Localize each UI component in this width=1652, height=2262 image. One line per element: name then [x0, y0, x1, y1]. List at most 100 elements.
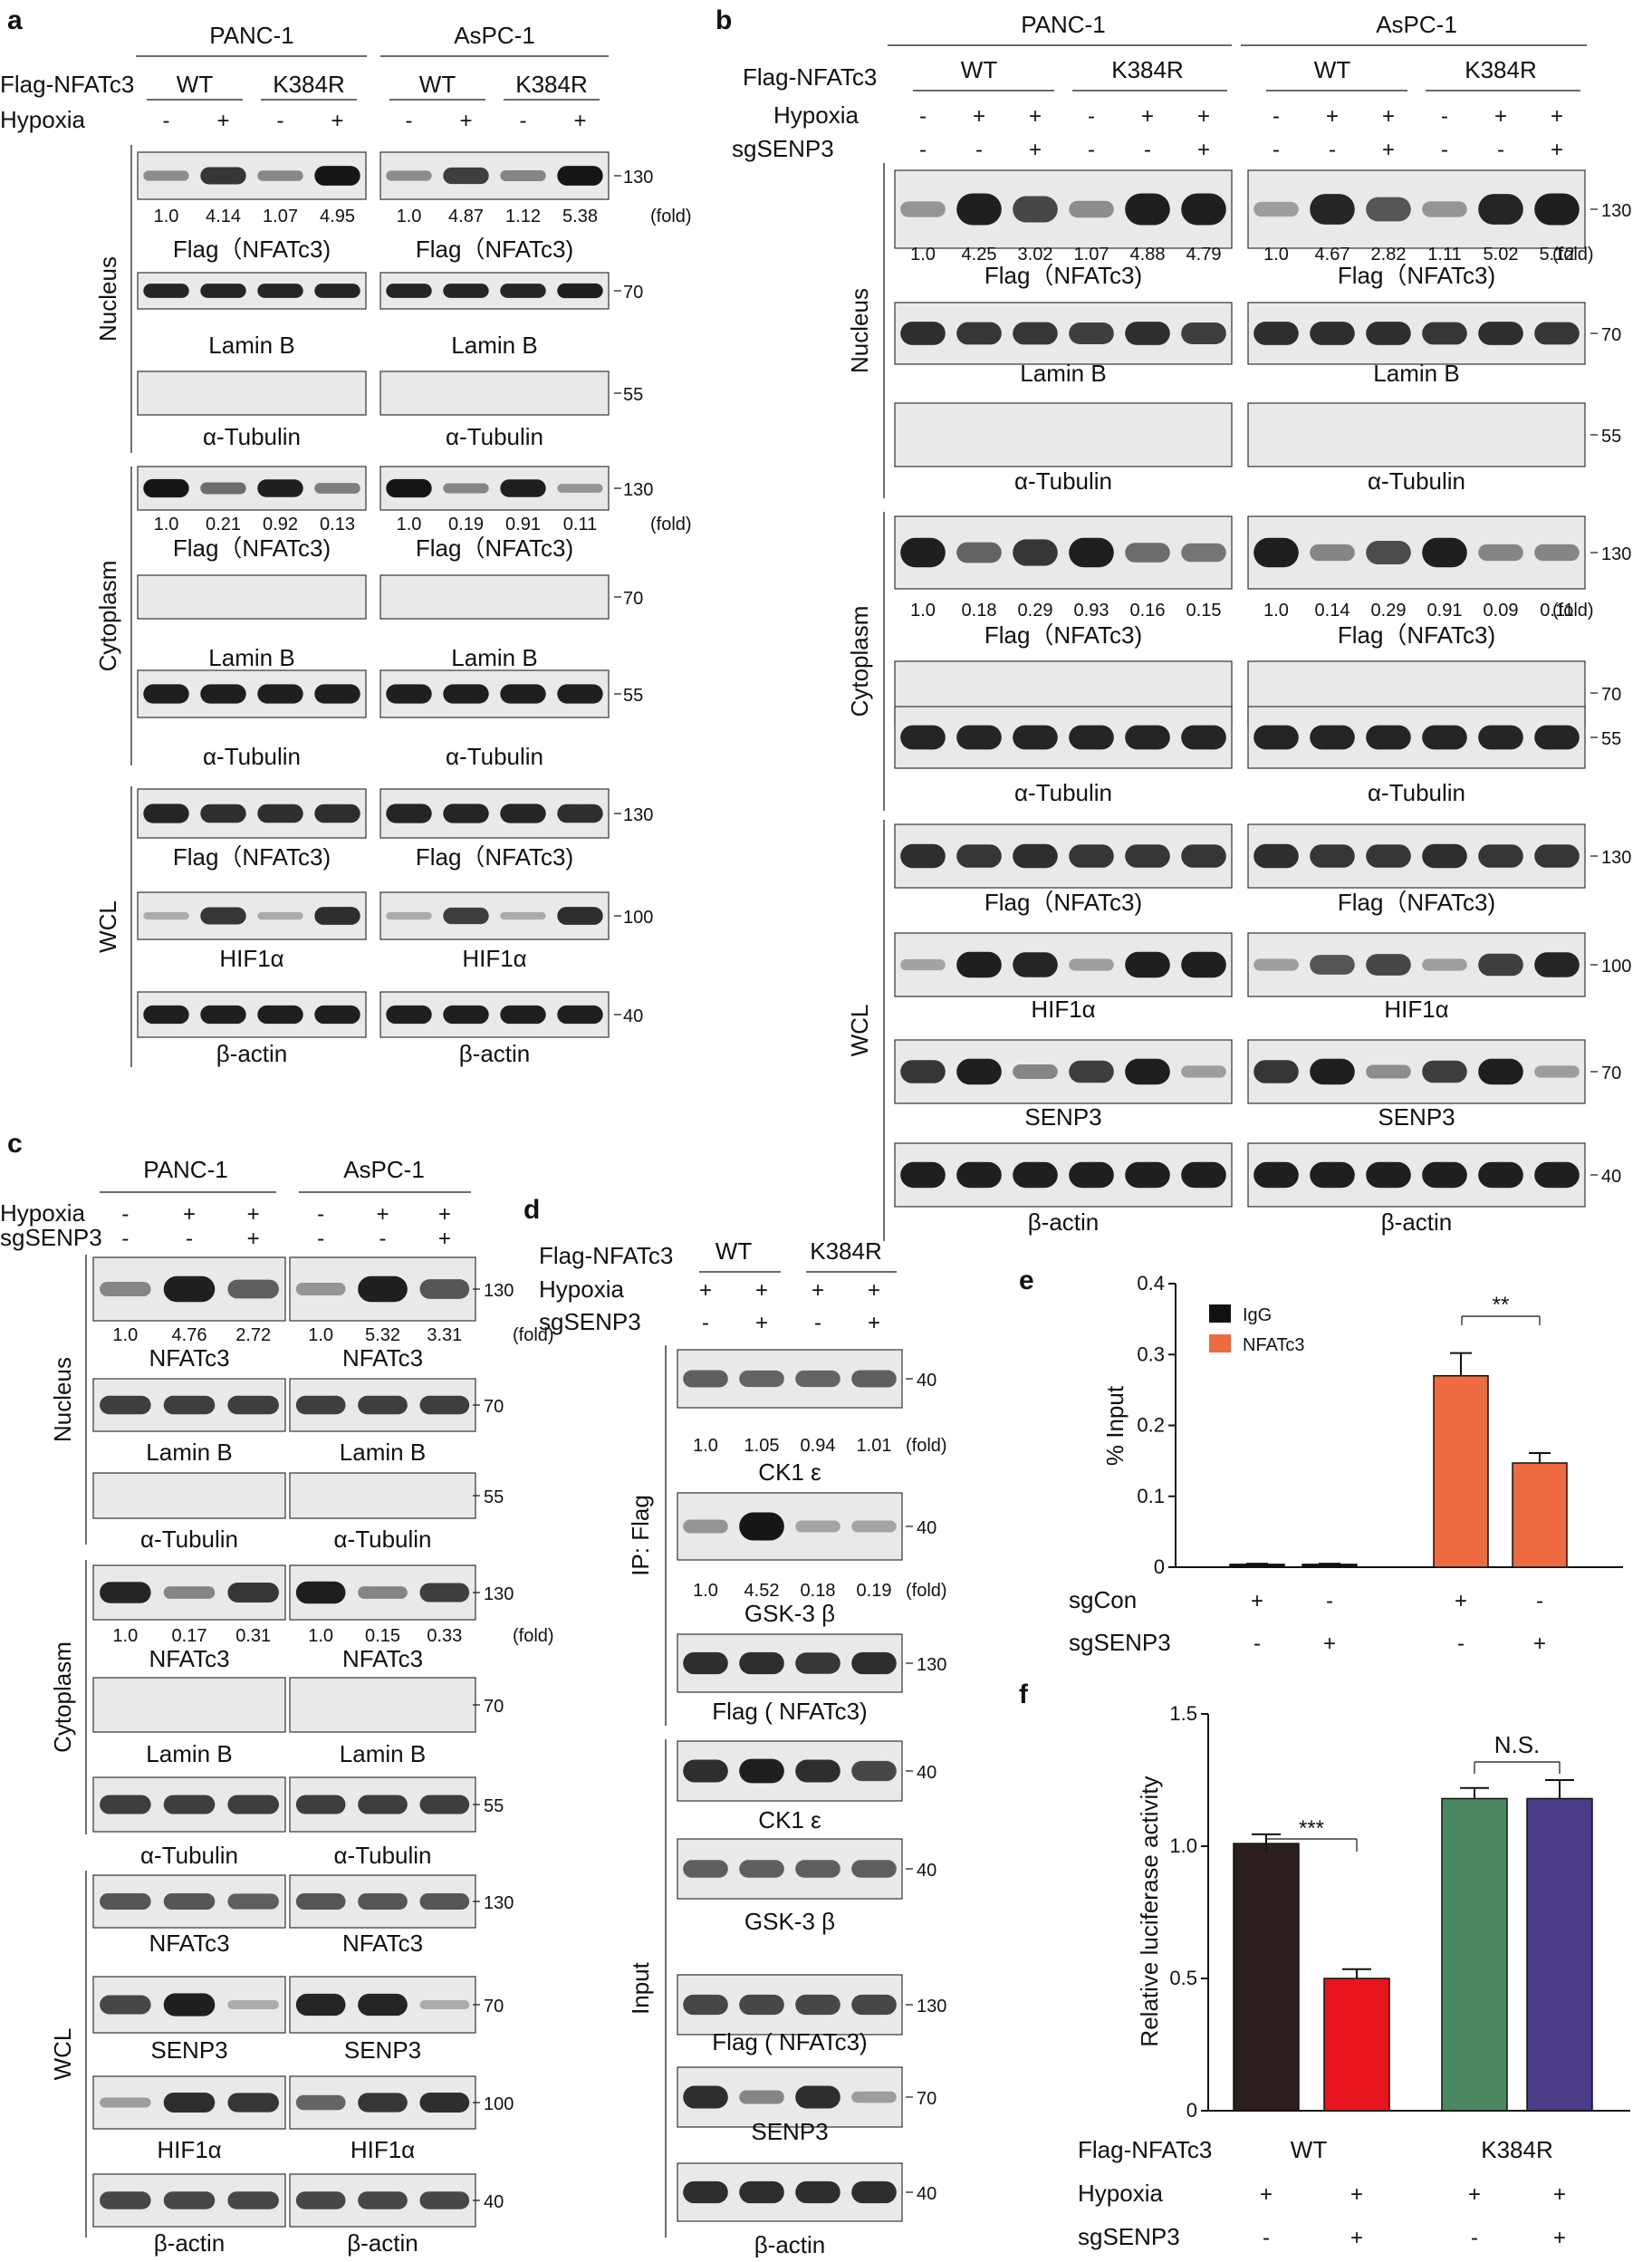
blot-label: Flag（NFATc3) — [984, 262, 1142, 289]
mw-marker: 55 — [623, 686, 643, 706]
band — [257, 684, 303, 704]
band — [257, 911, 303, 920]
band — [100, 1582, 151, 1603]
band — [1422, 201, 1467, 217]
hypoxia-sign: + — [376, 1202, 389, 1227]
blot-label: Lamin B — [1020, 360, 1106, 387]
band — [1366, 541, 1411, 564]
blot-label: HIF1α — [1031, 996, 1095, 1023]
band — [1013, 952, 1058, 977]
fold-value: 4.67 — [1315, 245, 1350, 265]
sg-sign: - — [1457, 1632, 1465, 1656]
band — [851, 1760, 897, 1782]
band — [795, 1370, 840, 1388]
band — [1069, 537, 1114, 568]
blot-label: HIF1α — [1384, 996, 1448, 1023]
fold-value: 0.94 — [801, 1436, 836, 1456]
bar — [1233, 1843, 1300, 2112]
construct-group-label: WT — [419, 71, 456, 98]
fold-value: 1.0 — [1263, 245, 1289, 265]
fraction-label: Nucleus — [846, 288, 873, 373]
band — [358, 2093, 408, 2113]
blot-label: Flag ( NFATc3) — [712, 2028, 867, 2055]
mw-marker: 55 — [484, 1796, 504, 1816]
cell-line-label: PANC-1 — [209, 22, 293, 49]
band — [1253, 725, 1299, 750]
hypoxia-sign: + — [1141, 104, 1154, 129]
band — [1310, 725, 1355, 750]
band — [358, 1795, 408, 1814]
blot-label: Flag ( NFATc3) — [712, 1698, 867, 1725]
blot-label: α-Tubulin — [1014, 779, 1112, 806]
blot-label: α-Tubulin — [203, 423, 301, 450]
band — [739, 1758, 784, 1784]
fraction-label: Cytoplasm — [846, 606, 873, 717]
band — [1181, 1161, 1226, 1189]
sg-sign: + — [755, 1311, 768, 1335]
fold-unit: (fold) — [513, 1325, 554, 1345]
blot-left — [894, 823, 1233, 889]
mw-marker: 70 — [484, 1397, 504, 1417]
sg-sign: + — [1382, 138, 1395, 162]
band — [1125, 543, 1170, 563]
construct-group-label: K384R — [1111, 56, 1184, 83]
row-label-sg: sgSENP3 — [539, 1308, 641, 1335]
sgcon-sign: + — [1455, 1589, 1467, 1613]
blot-label: Lamin B — [146, 1439, 232, 1466]
band — [419, 1583, 470, 1603]
band — [500, 284, 546, 298]
row-label-sg: sgSENP3 — [1069, 1629, 1171, 1656]
band — [956, 193, 1002, 226]
band — [386, 284, 432, 298]
hypoxia-sign: + — [1551, 104, 1563, 129]
hypoxia-sign: - — [121, 1202, 129, 1227]
band — [1253, 322, 1299, 345]
blot-label: α-Tubulin — [203, 743, 301, 770]
hypoxia-sign: - — [1273, 104, 1280, 129]
sg-sign: - — [702, 1311, 709, 1335]
band — [795, 1520, 840, 1533]
cell-line-label: PANC-1 — [1021, 11, 1105, 38]
band — [1253, 201, 1299, 217]
fold-value: 0.21 — [206, 515, 241, 534]
band — [900, 201, 946, 217]
legend-swatch — [1209, 1334, 1231, 1352]
band — [443, 804, 489, 823]
fold-value: 1.01 — [857, 1436, 892, 1456]
band — [1013, 539, 1058, 566]
blot-left — [894, 1142, 1233, 1208]
fold-value: 0.14 — [1315, 601, 1350, 621]
hypoxia-sign: + — [1494, 104, 1507, 129]
fold-value: 1.07 — [1074, 245, 1109, 265]
band — [851, 2091, 897, 2103]
fold-value: 0.19 — [857, 1581, 892, 1601]
y-axis-label: % Input — [1101, 1385, 1129, 1466]
band — [163, 1795, 216, 1814]
band — [683, 1860, 728, 1878]
mw-marker: 130 — [1601, 201, 1631, 221]
mw-marker: 40 — [917, 1763, 936, 1783]
fold-value: 0.93 — [1074, 601, 1109, 621]
cell-line-label: AsPC-1 — [1376, 11, 1457, 38]
mw-marker: 130 — [917, 1997, 946, 2017]
blot-label: NFATc3 — [149, 1645, 229, 1672]
mw-marker: 70 — [1601, 685, 1621, 705]
fraction-label: WCL — [94, 900, 121, 953]
mw-marker: 55 — [1601, 427, 1621, 447]
band — [358, 1586, 408, 1599]
blot-label: Flag（NFATc3) — [416, 534, 573, 562]
band — [1534, 1161, 1580, 1189]
mw-marker: 40 — [917, 1371, 936, 1391]
sg-sign: - — [1253, 1632, 1261, 1656]
band — [900, 322, 946, 345]
band — [419, 1892, 470, 1911]
fold-value: 0.13 — [320, 515, 355, 534]
band — [1310, 194, 1355, 225]
band — [227, 1395, 279, 1415]
band — [163, 2191, 216, 2209]
band — [163, 1275, 216, 1303]
band — [200, 1005, 246, 1025]
band — [1069, 958, 1114, 971]
band — [295, 1282, 346, 1296]
blot-label: NFATc3 — [149, 1930, 229, 1957]
